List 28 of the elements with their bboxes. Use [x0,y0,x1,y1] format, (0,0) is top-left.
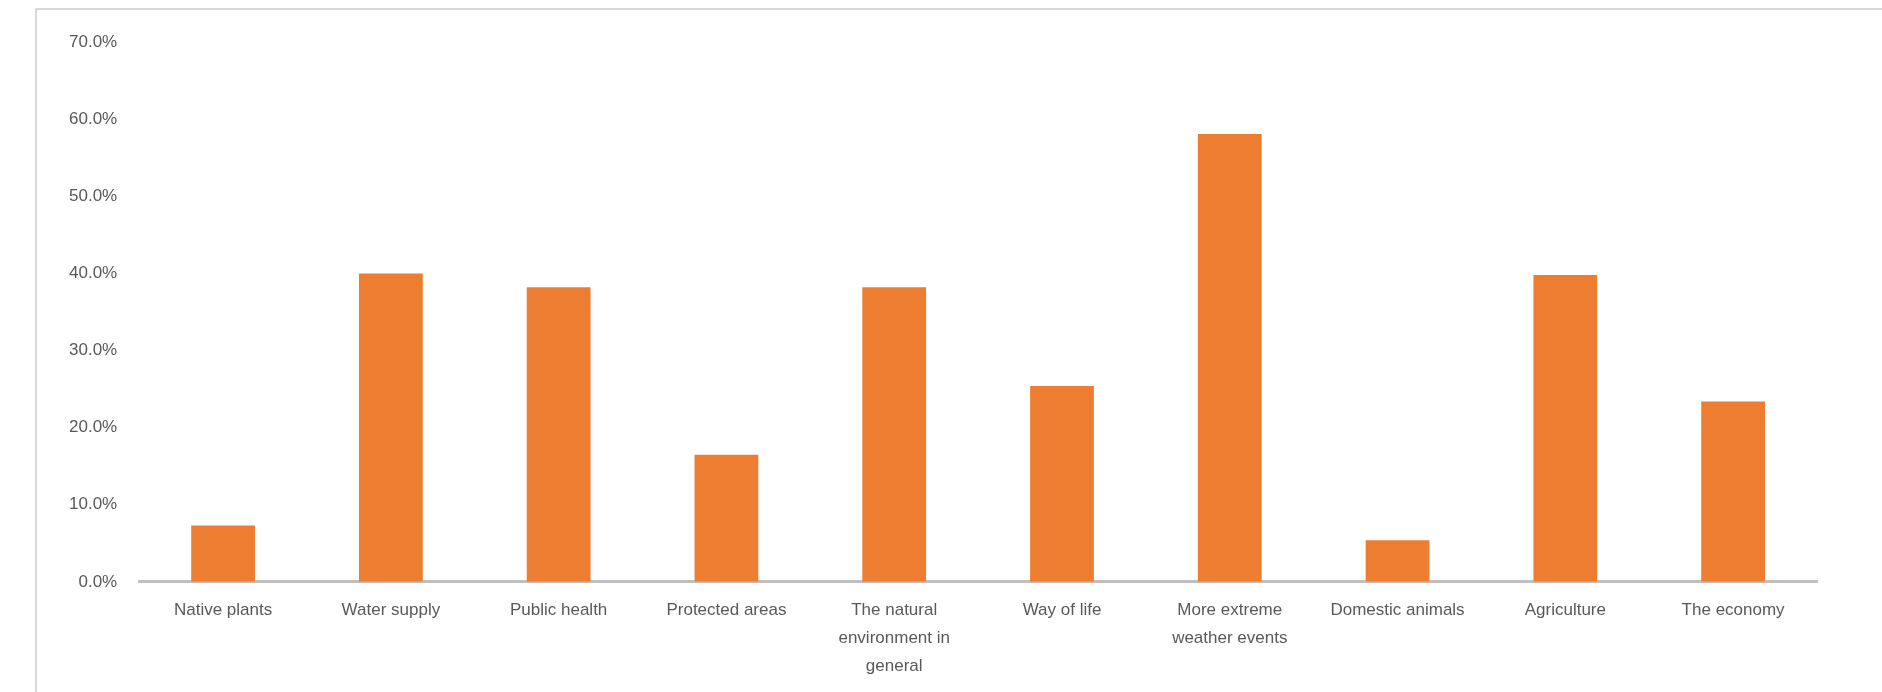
bar [1365,540,1430,582]
y-tick-label: 70.0% [69,31,118,51]
bar [694,454,759,582]
bar [1701,401,1765,582]
y-tick-label: 0.0% [78,571,118,591]
y-tick-label: 40.0% [69,263,118,283]
x-tick-label: The natural environment in general [838,599,950,675]
bar [191,525,255,582]
x-tick-label: Public health [509,599,608,619]
bar [526,287,591,582]
y-tick-label: 10.0% [69,494,118,514]
bar [1030,386,1094,582]
bar [1197,133,1262,582]
x-tick-label: Protected areas [666,599,787,619]
bar [358,273,423,582]
bar [862,287,927,582]
x-tick-label: More extreme weather events [1171,599,1288,647]
y-tick-label: 60.0% [69,108,118,128]
bar [1533,275,1598,582]
x-tick-label: Agriculture [1524,599,1606,619]
x-tick-label: Native plants [173,599,273,619]
y-tick-label: 30.0% [69,340,118,360]
x-tick-label: Water supply [341,599,441,619]
y-tick-label: 50.0% [69,186,118,206]
x-tick-label: The economy [1681,599,1786,619]
x-tick-label: Domestic animals [1330,599,1465,619]
x-tick-label: Way of life [1022,599,1102,619]
y-tick-label: 20.0% [69,417,118,437]
